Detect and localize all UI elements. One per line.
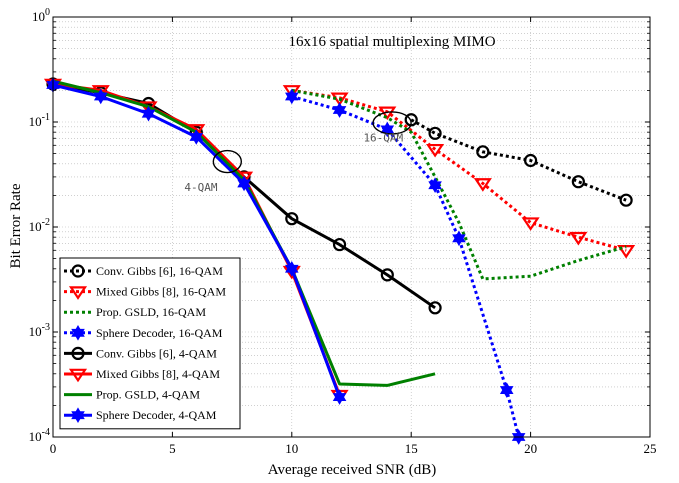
series-point: [499, 386, 514, 398]
legend-marker: [71, 346, 85, 360]
series-point: [141, 109, 156, 122]
legend-entry: Sphere Decoder, 4-QAM: [64, 407, 217, 423]
y-tick-label: 10-2: [29, 217, 50, 234]
legend-label: Prop. GSLD, 4-QAM: [96, 388, 200, 402]
series-line: [291, 88, 627, 252]
legend-label: Mixed Gibbs [8], 16-QAM: [96, 285, 226, 299]
series-point: [473, 178, 492, 192]
y-tick-label: 10-1: [29, 112, 50, 129]
series-point: [511, 433, 526, 445]
legend-box: [59, 257, 241, 430]
series-point: [332, 106, 347, 118]
legend-entry: Conv. Gibbs [6], 16-QAM: [64, 264, 223, 278]
x-tick-label: 10: [285, 441, 298, 456]
series-line: [291, 88, 627, 281]
legend-entry: Sphere Decoder, 16-QAM: [64, 325, 223, 341]
legend: Conv. Gibbs [6], 16-QAM Mixed Gibbs [8], …: [59, 257, 241, 430]
series-point: [237, 179, 251, 192]
series-4: [285, 88, 526, 445]
x-tick-label: 0: [50, 441, 57, 456]
series-point: [380, 268, 394, 282]
series-point: [428, 181, 442, 194]
series-point: [523, 153, 538, 168]
legend-entry: Prop. GSLD, 16-QAM: [64, 305, 206, 319]
annotation-label: 4-QAM: [184, 181, 217, 194]
annotation-ellipse: [212, 149, 243, 174]
series-point: [426, 143, 445, 158]
legend-marker: [71, 264, 85, 278]
legend-label: Prop. GSLD, 16-QAM: [96, 305, 206, 319]
series-point: [476, 145, 490, 159]
legend-marker: [71, 328, 85, 341]
series-point: [617, 244, 636, 259]
series-point: [569, 231, 588, 246]
series-point: [332, 393, 347, 405]
annotation-label: 16-QAM: [363, 132, 403, 145]
series-point: [571, 175, 585, 189]
legend-marker: [71, 411, 85, 423]
series-1: [404, 113, 633, 207]
y-tick-label: 100: [32, 7, 50, 24]
annotation-layer: 16-QAM 4-QAM: [184, 111, 412, 194]
y-axis-label: Bit Error Rate: [8, 183, 24, 268]
x-tick-label: 20: [524, 441, 537, 456]
legend-label: Sphere Decoder, 16-QAM: [96, 326, 223, 340]
series-8: [46, 77, 347, 405]
y-tick-label: 10-4: [29, 427, 50, 444]
series-point: [93, 92, 108, 105]
series-point: [619, 193, 633, 207]
series-point: [282, 85, 301, 99]
series-point: [452, 234, 466, 247]
axes-layer: 0 5 10 15 20 25 100 10-1 10-2 10-3 10-4: [29, 7, 657, 456]
series-point: [428, 301, 442, 315]
legend-label: Conv. Gibbs [6], 4-QAM: [96, 346, 217, 360]
annotation-ellipse: [372, 111, 412, 135]
legend-label: Conv. Gibbs [6], 16-QAM: [96, 264, 223, 278]
legend-entry: Conv. Gibbs [6], 4-QAM: [64, 346, 217, 360]
series-point: [521, 217, 540, 231]
series-point: [332, 237, 347, 252]
series-line: [410, 118, 627, 202]
series-point: [330, 92, 349, 107]
y-tick-label: 10-3: [29, 322, 50, 339]
series-point: [380, 125, 395, 138]
series-2: [282, 85, 636, 259]
x-tick-label: 15: [405, 441, 418, 456]
legend-label: Mixed Gibbs [8], 4-QAM: [96, 367, 220, 381]
legend-entry: Mixed Gibbs [8], 4-QAM: [64, 367, 220, 383]
x-tick-label: 25: [644, 441, 657, 456]
legend-entry: Mixed Gibbs [8], 16-QAM: [64, 285, 226, 300]
legend-marker: [68, 368, 88, 383]
x-axis-label: Average received SNR (dB): [268, 462, 436, 478]
series-layer: [43, 77, 636, 445]
series-point: [285, 264, 299, 277]
x-tick-label: 5: [169, 441, 176, 456]
legend-entry: Prop. GSLD, 4-QAM: [64, 388, 200, 402]
legend-marker: [68, 286, 88, 300]
series-point: [189, 133, 204, 145]
series-3: [291, 88, 627, 281]
series-point: [285, 92, 299, 105]
legend-label: Sphere Decoder, 4-QAM: [96, 408, 217, 422]
series-point: [428, 126, 442, 140]
chart-title: 16x16 spatial multiplexing MIMO: [288, 34, 495, 50]
series-point: [285, 212, 299, 226]
